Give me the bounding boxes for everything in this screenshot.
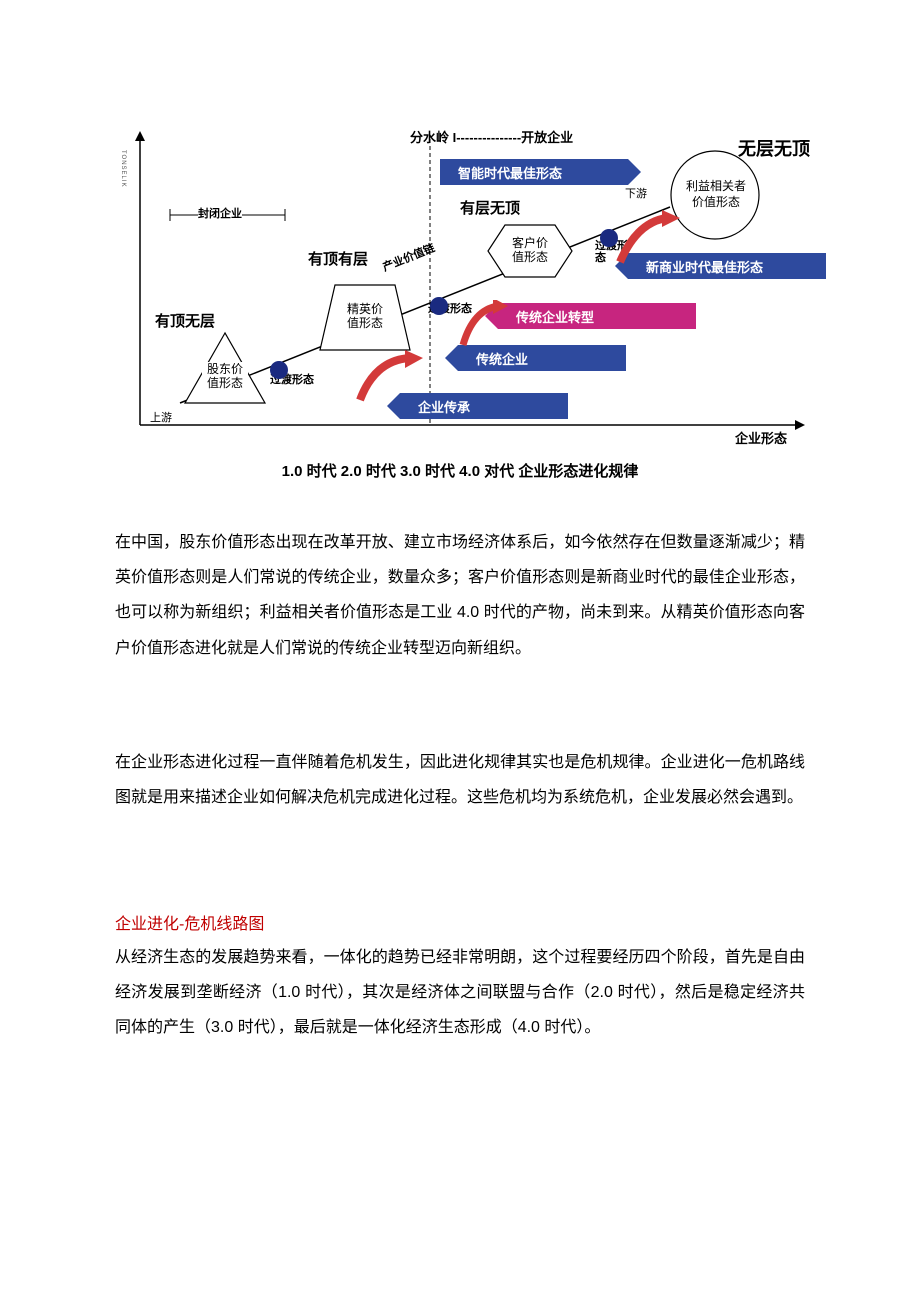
phase1-label: 有顶无层 bbox=[155, 310, 215, 331]
document-page: TONSELIK 分水岭 I---------------开放企业 无层无顶 bbox=[0, 0, 920, 1301]
enterprise-evolution-diagram: TONSELIK 分水岭 I---------------开放企业 无层无顶 bbox=[110, 125, 810, 445]
paragraph-1: 在中国，股东价值形态出现在改革开放、建立市场经济体系后，如今依然存在但数量逐渐减… bbox=[115, 525, 805, 666]
banner-trad-transform: 传统企业转型 bbox=[498, 303, 696, 329]
dot-2 bbox=[430, 297, 448, 315]
figure-caption: 1.0 时代 2.0 时代 3.0 时代 4.0 对代 企业形态进化规律 bbox=[0, 460, 920, 481]
upstream-label: 上游 bbox=[150, 409, 172, 425]
paragraph-3: 从经济生态的发展趋势来看，一体化的趋势已经非常明朗，这个过程要经历四个阶段，首先… bbox=[115, 940, 805, 1046]
node-elite: 精英价 值形态 bbox=[342, 302, 388, 331]
x-axis-label: 企业形态 bbox=[735, 428, 787, 447]
curved-arrow-3 bbox=[615, 210, 680, 270]
banner-smart-era: 智能时代最佳形态 bbox=[440, 159, 628, 185]
phase2-label: 有顶有层 bbox=[308, 248, 368, 269]
downstream-label: 下游 bbox=[625, 185, 647, 201]
closed-span-label: 封闭企业 bbox=[198, 205, 242, 221]
phase3-label: 有层无顶 bbox=[460, 197, 520, 218]
curved-arrow-2 bbox=[458, 300, 508, 350]
paragraph-2: 在企业形态进化过程一直伴随着危机发生，因此进化规律其实也是危机规律。企业进化一危… bbox=[115, 745, 805, 815]
section-heading: 企业进化-危机线路图 bbox=[115, 910, 264, 934]
curved-arrow-1 bbox=[355, 350, 425, 410]
dot-1 bbox=[270, 361, 288, 379]
banner-inheritance: 企业传承 bbox=[400, 393, 568, 419]
node-shareholder: 股东价 值形态 bbox=[202, 362, 248, 391]
node-stakeholder: 利益相关者 价值形态 bbox=[678, 179, 754, 210]
node-customer: 客户价 值形态 bbox=[507, 236, 553, 265]
